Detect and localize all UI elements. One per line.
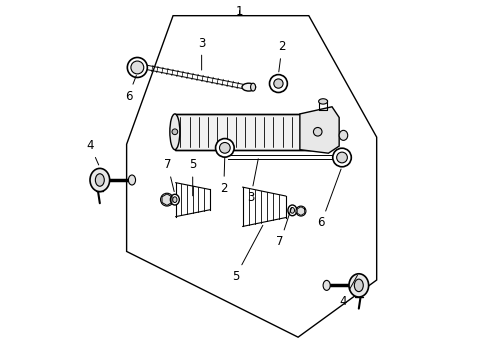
Circle shape (336, 152, 346, 163)
Text: 7: 7 (163, 158, 174, 192)
Ellipse shape (348, 274, 368, 297)
Ellipse shape (90, 168, 109, 192)
Circle shape (332, 148, 350, 167)
Text: 6: 6 (124, 76, 136, 103)
Ellipse shape (169, 114, 180, 150)
Text: 1: 1 (235, 5, 243, 18)
Ellipse shape (250, 83, 255, 91)
Polygon shape (175, 183, 209, 217)
Ellipse shape (172, 197, 177, 203)
Polygon shape (242, 187, 285, 226)
Text: 5: 5 (189, 158, 196, 196)
Ellipse shape (290, 207, 294, 213)
Circle shape (215, 139, 234, 157)
Ellipse shape (242, 83, 255, 91)
Text: 6: 6 (317, 169, 340, 229)
Ellipse shape (170, 194, 179, 205)
Ellipse shape (287, 205, 296, 216)
Circle shape (219, 143, 230, 153)
Circle shape (313, 127, 322, 136)
Ellipse shape (323, 280, 329, 291)
Text: 4: 4 (338, 275, 357, 308)
Text: 5: 5 (231, 225, 263, 283)
Text: 2: 2 (220, 157, 227, 195)
Text: 3: 3 (198, 37, 205, 70)
Circle shape (160, 193, 173, 206)
Text: 2: 2 (278, 40, 285, 72)
Circle shape (131, 61, 143, 74)
Ellipse shape (354, 279, 363, 292)
Ellipse shape (339, 130, 347, 140)
Ellipse shape (128, 175, 135, 185)
Ellipse shape (318, 99, 327, 104)
Circle shape (127, 58, 147, 77)
Ellipse shape (95, 174, 104, 186)
Polygon shape (299, 107, 339, 153)
Circle shape (269, 75, 287, 93)
Circle shape (295, 206, 305, 216)
Text: 3: 3 (246, 159, 258, 204)
Circle shape (273, 79, 283, 88)
Text: 4: 4 (86, 139, 99, 165)
Bar (175, 114, 310, 150)
Text: 7: 7 (276, 208, 291, 248)
Circle shape (172, 129, 177, 135)
